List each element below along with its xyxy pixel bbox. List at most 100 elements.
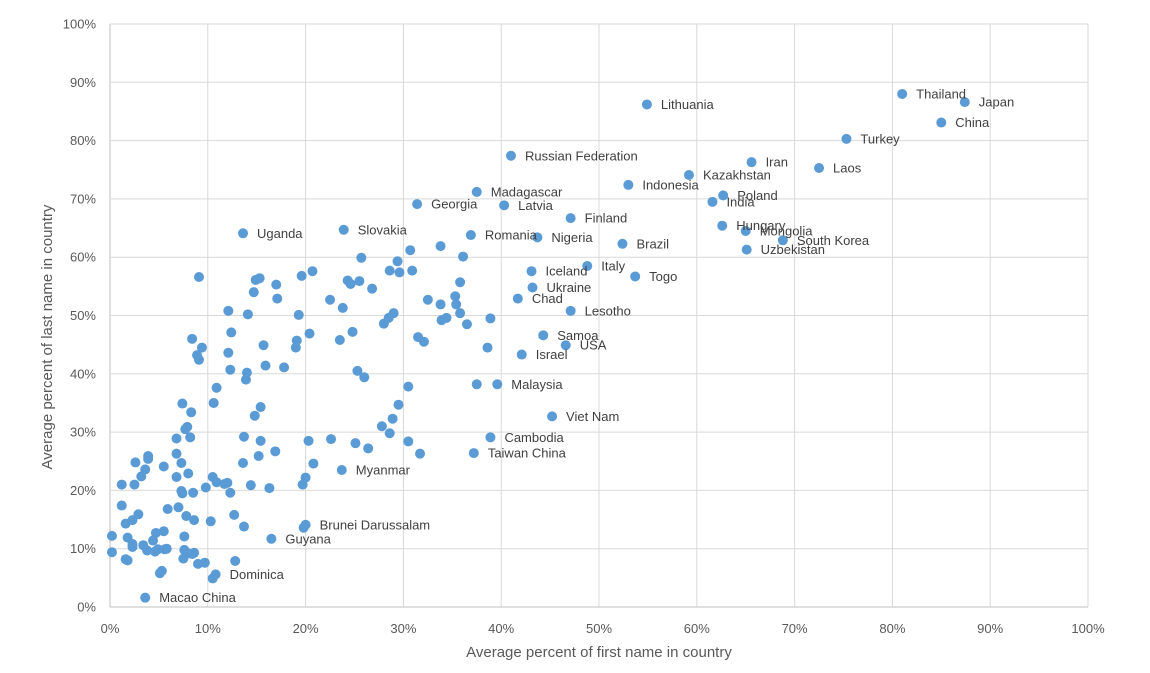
data-point: [136, 471, 147, 482]
data-point: [248, 287, 259, 298]
data-point: [120, 518, 131, 529]
data-point: [300, 519, 311, 530]
data-point: [392, 256, 403, 267]
data-point: [255, 402, 266, 413]
x-axis-title: Average percent of first name in country: [466, 644, 732, 661]
data-point: [229, 509, 240, 520]
point-label: Uzbekistan: [761, 242, 825, 257]
data-point: [717, 220, 728, 231]
y-tick-label: 50%: [70, 308, 96, 323]
data-point: [171, 471, 182, 482]
data-point: [272, 293, 283, 304]
x-tick-label: 30%: [390, 621, 416, 636]
data-point: [777, 235, 788, 246]
x-tick-label: 50%: [586, 621, 612, 636]
data-point: [527, 282, 538, 293]
data-point: [435, 299, 446, 310]
data-point: [403, 381, 414, 392]
data-point: [189, 515, 200, 526]
data-point: [485, 432, 496, 443]
data-point: [465, 230, 476, 241]
data-point: [740, 225, 751, 236]
data-point: [173, 502, 184, 513]
data-point: [177, 398, 188, 409]
data-point: [308, 458, 319, 469]
data-point: [266, 533, 277, 544]
data-point: [180, 424, 191, 435]
data-point: [387, 413, 398, 424]
data-point: [841, 133, 852, 144]
data-point: [516, 349, 527, 360]
data-point: [193, 272, 204, 283]
data-point: [225, 364, 236, 375]
data-point: [350, 438, 361, 449]
data-point: [936, 117, 947, 128]
data-point: [363, 443, 374, 454]
x-tick-label: 70%: [782, 621, 808, 636]
data-point: [376, 421, 387, 432]
data-point: [565, 213, 576, 224]
data-point: [617, 238, 628, 249]
data-point: [352, 365, 363, 376]
data-point: [188, 487, 199, 498]
data-point: [297, 479, 308, 490]
x-tick-label: 80%: [879, 621, 905, 636]
data-point: [455, 277, 466, 288]
data-point: [384, 428, 395, 439]
y-tick-label: 0%: [77, 600, 96, 615]
data-point: [326, 434, 337, 445]
data-point: [196, 342, 207, 353]
point-label: Laos: [833, 161, 862, 176]
x-tick-label: 40%: [488, 621, 514, 636]
y-tick-label: 90%: [70, 75, 96, 90]
point-label: Indonesia: [642, 177, 699, 192]
data-point: [162, 504, 173, 515]
y-tick-label: 100%: [63, 17, 97, 32]
point-label: Italy: [601, 258, 625, 273]
y-axis-title: Average percent of last name in country: [39, 204, 56, 469]
point-label: Brazil: [636, 236, 669, 251]
data-point: [240, 374, 251, 385]
data-point: [304, 328, 315, 339]
data-point: [623, 179, 634, 190]
data-point: [405, 245, 416, 256]
data-point: [814, 163, 825, 174]
data-point: [367, 283, 378, 294]
x-tick-label: 20%: [293, 621, 319, 636]
point-label: Dominica: [230, 567, 285, 582]
data-point: [238, 521, 249, 532]
x-tick-label: 90%: [977, 621, 1003, 636]
data-point: [532, 232, 543, 243]
data-point: [183, 468, 194, 479]
data-point: [245, 480, 256, 491]
point-label: Poland: [737, 188, 777, 203]
data-point: [707, 196, 718, 207]
data-point: [325, 294, 336, 305]
data-point: [254, 273, 265, 284]
data-point: [560, 340, 571, 351]
data-point: [279, 362, 290, 373]
data-point: [436, 315, 447, 326]
point-label: Macao China: [159, 590, 236, 605]
data-point: [482, 342, 493, 353]
x-tick-label: 0%: [101, 621, 120, 636]
data-point: [471, 186, 482, 197]
point-label: Samoa: [557, 328, 599, 343]
point-label: Ukraine: [546, 280, 591, 295]
data-point: [129, 479, 140, 490]
data-point: [407, 265, 418, 276]
data-point: [307, 266, 318, 277]
point-label: Guyana: [285, 531, 331, 546]
data-point: [158, 461, 169, 472]
x-tick-labels: 0% 10% 20% 30% 40% 50% 60% 70% 80% 90% 100%: [101, 621, 1105, 636]
point-label: Chad: [532, 291, 563, 306]
data-point: [211, 477, 222, 488]
data-point: [582, 260, 593, 271]
data-point: [450, 291, 461, 302]
data-point: [186, 407, 197, 418]
data-point: [347, 326, 358, 337]
data-point: [208, 397, 219, 408]
data-point: [741, 244, 752, 255]
data-point: [461, 319, 472, 330]
point-label: Kazakhstan: [703, 167, 771, 182]
